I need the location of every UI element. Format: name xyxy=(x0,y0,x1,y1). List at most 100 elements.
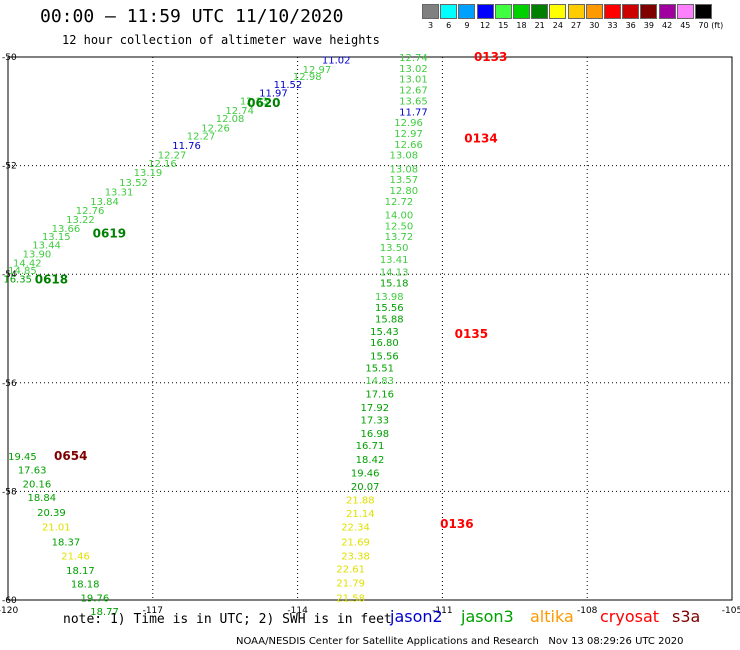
wave-height-label: 13.50 xyxy=(380,243,409,254)
wave-height-label: 12.23 xyxy=(240,96,269,107)
wave-height-label: 13.65 xyxy=(399,96,428,107)
legend-label: 15 xyxy=(498,21,509,30)
wave-height-label: 12.72 xyxy=(385,197,414,208)
wave-height-label: 15.56 xyxy=(370,352,399,363)
wave-height-label: 21.14 xyxy=(346,509,375,520)
wave-height-label: 12.27 xyxy=(187,132,216,143)
wave-height-label: 12.16 xyxy=(148,159,177,170)
legend-label: 45 xyxy=(680,21,691,30)
wave-height-label: 12.80 xyxy=(389,186,418,197)
wave-height-label: 21.69 xyxy=(341,537,370,548)
footer-credit: NOAA/NESDIS Center for Satellite Applica… xyxy=(236,636,684,647)
wave-height-label: 11.76 xyxy=(172,141,201,152)
wave-height-label: 12.26 xyxy=(201,124,230,135)
pass-time-label: 0620 xyxy=(247,96,280,110)
legend-label: 24 xyxy=(552,21,563,30)
wave-height-label: 13.22 xyxy=(66,215,95,226)
wave-height-label: 13.44 xyxy=(32,240,61,251)
wave-height-label: 18.84 xyxy=(27,493,56,504)
wave-height-label: 12.66 xyxy=(394,140,423,151)
legend-swatch xyxy=(585,4,603,19)
x-tick-label: -114 xyxy=(287,606,308,616)
wave-height-label: 13.31 xyxy=(105,188,134,199)
wave-height-label: 16.80 xyxy=(370,338,399,349)
legend-swatch xyxy=(531,4,549,19)
legend-swatch xyxy=(440,4,458,19)
legend-swatch xyxy=(604,4,621,19)
wave-height-label: 12.76 xyxy=(76,206,105,217)
plot-frame xyxy=(7,56,733,601)
wave-height-label: 13.57 xyxy=(389,175,418,186)
wave-height-label: 20.39 xyxy=(37,508,66,519)
wave-height-label: 13.08 xyxy=(389,164,418,175)
satellite-label-jason2: jason2 xyxy=(390,607,443,626)
wave-height-label: 12.08 xyxy=(216,114,245,125)
wave-height-label: 18.77 xyxy=(90,607,119,618)
satellite-label-s3a: s3a xyxy=(672,607,701,626)
legend-label: 3 xyxy=(427,21,434,30)
satellite-label-jason3: jason3 xyxy=(461,607,514,626)
wave-height-label: 12.74 xyxy=(225,106,254,117)
y-tick-label: -58 xyxy=(2,487,17,497)
legend-swatch xyxy=(476,4,494,19)
y-tick-label: -54 xyxy=(2,270,17,280)
legend-unit: (ft) xyxy=(711,21,724,30)
wave-height-label: 13.08 xyxy=(389,151,418,162)
pass-time-label: 0134 xyxy=(464,131,497,145)
wave-height-label: 13.72 xyxy=(385,232,414,243)
legend-swatch xyxy=(567,4,585,19)
wave-height-label: 16.71 xyxy=(356,441,385,452)
wave-height-label: 13.90 xyxy=(23,250,52,261)
legend-label: 33 xyxy=(607,21,618,30)
wave-height-label: 13.66 xyxy=(52,224,81,235)
legend-label: 27 xyxy=(571,21,582,30)
wave-height-label: 15.51 xyxy=(365,364,394,375)
page-title: 00:00 – 11:59 UTC 11/10/2020 xyxy=(40,6,344,27)
wave-height-label: 20.07 xyxy=(351,482,380,493)
legend-label: 9 xyxy=(464,21,470,30)
y-tick-label: -56 xyxy=(2,379,17,389)
wave-height-label: 21.01 xyxy=(42,523,71,534)
page-subtitle: 12 hour collection of altimeter wave hei… xyxy=(62,33,380,47)
wave-height-label: 12.96 xyxy=(394,118,423,129)
wave-height-label: 12.98 xyxy=(293,72,322,83)
wave-height-label: 14.13 xyxy=(380,267,409,278)
wave-height-label: 19.45 xyxy=(8,452,37,463)
wave-height-label: 11.52 xyxy=(274,80,303,91)
legend-swatch xyxy=(676,4,694,19)
wave-height-label: 19.46 xyxy=(351,468,380,479)
wave-height-label: 15.56 xyxy=(375,303,404,314)
legend-label: 18 xyxy=(516,21,527,30)
legend-label: 30 xyxy=(589,21,600,30)
wave-height-label: 13.01 xyxy=(399,75,428,86)
legend-swatch xyxy=(422,4,439,19)
wave-height-label: 18.18 xyxy=(71,580,100,591)
wave-height-label: 13.19 xyxy=(134,168,163,179)
wave-height-label: 21.46 xyxy=(61,551,90,562)
wave-height-label: 13.52 xyxy=(119,178,148,189)
wave-height-label: 12.50 xyxy=(385,221,414,232)
wave-height-label: 18.17 xyxy=(66,566,95,577)
wave-height-label: 11.97 xyxy=(259,88,288,99)
wave-height-label: 21.58 xyxy=(336,593,365,604)
satellite-label-cryosat: cryosat xyxy=(600,607,660,626)
legend-label: 36 xyxy=(625,21,636,30)
legend-swatch xyxy=(458,4,476,19)
y-tick-label: -50 xyxy=(2,53,17,63)
x-tick-label: -117 xyxy=(143,606,163,616)
wave-height-label: 22.61 xyxy=(336,565,365,576)
legend-label: 70 xyxy=(698,21,709,30)
wave-height-label: 17.63 xyxy=(18,466,47,477)
legend-label: 39 xyxy=(643,21,654,30)
wave-height-label: 13.84 xyxy=(90,197,119,208)
wave-height-label: 17.33 xyxy=(361,416,390,427)
pass-time-label: 0619 xyxy=(93,226,126,240)
footer-note: note: 1) Time is in UTC; 2) SWH is in fe… xyxy=(63,612,392,627)
pass-time-label: 0135 xyxy=(455,327,488,341)
legend-label: 42 xyxy=(662,21,673,30)
wave-height-label: 15.88 xyxy=(375,315,404,326)
wave-height-label: 14.00 xyxy=(385,210,414,221)
wave-height-label: 20.16 xyxy=(23,479,52,490)
